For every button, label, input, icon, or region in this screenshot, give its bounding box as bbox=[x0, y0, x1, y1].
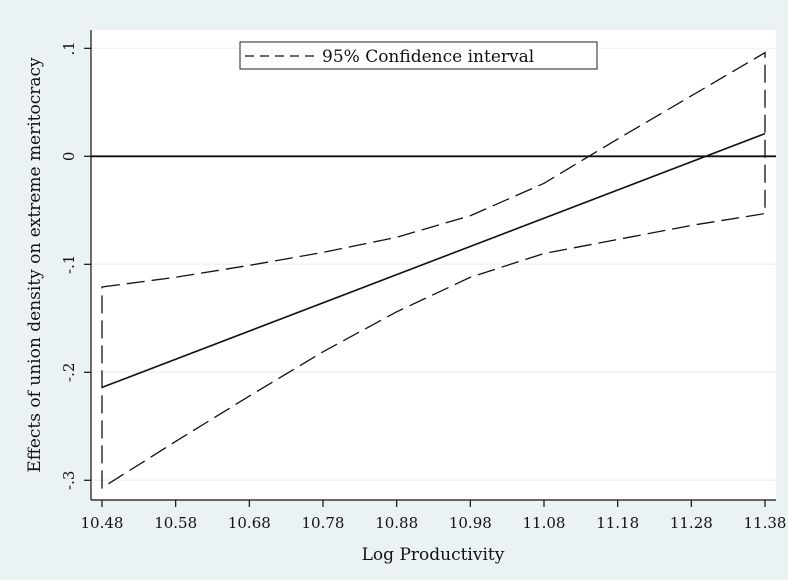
y-tick-label-3: -.2 bbox=[60, 363, 78, 382]
legend-label: 95% Confidence interval bbox=[322, 47, 534, 67]
x-tick-label-9: 11.38 bbox=[744, 514, 787, 532]
x-tick-label-2: 10.68 bbox=[228, 514, 271, 532]
x-tick-label-6: 11.08 bbox=[523, 514, 566, 532]
y-axis-title: Effects of union density on extreme meri… bbox=[25, 57, 45, 473]
legend: 95% Confidence interval bbox=[239, 41, 598, 70]
series-group bbox=[101, 51, 766, 490]
x-tick-label-0: 10.48 bbox=[81, 514, 124, 532]
y-tick-label-2: -.1 bbox=[60, 255, 78, 274]
x-tick-label-7: 11.18 bbox=[596, 514, 639, 532]
marginal-effect-line bbox=[101, 132, 766, 389]
x-axis: 10.48 10.58 10.68 10.78 10.88 10.98 11.08 11.18… bbox=[81, 499, 787, 532]
x-tick-label-5: 10.98 bbox=[449, 514, 492, 532]
y-tick-label-0: .1 bbox=[60, 41, 78, 55]
y-tick-label-1: 0 bbox=[60, 152, 78, 162]
y-tick-label-4: -.3 bbox=[60, 471, 78, 490]
x-tick-label-1: 10.58 bbox=[154, 514, 197, 532]
y-axis: .1 0 -.1 -.2 -.3 bbox=[60, 30, 92, 500]
x-tick-label-4: 10.88 bbox=[375, 514, 418, 532]
legend-box bbox=[239, 41, 598, 70]
x-tick-label-8: 11.28 bbox=[670, 514, 713, 532]
x-axis-title: Log Productivity bbox=[362, 545, 505, 565]
x-tick-label-3: 10.78 bbox=[302, 514, 345, 532]
